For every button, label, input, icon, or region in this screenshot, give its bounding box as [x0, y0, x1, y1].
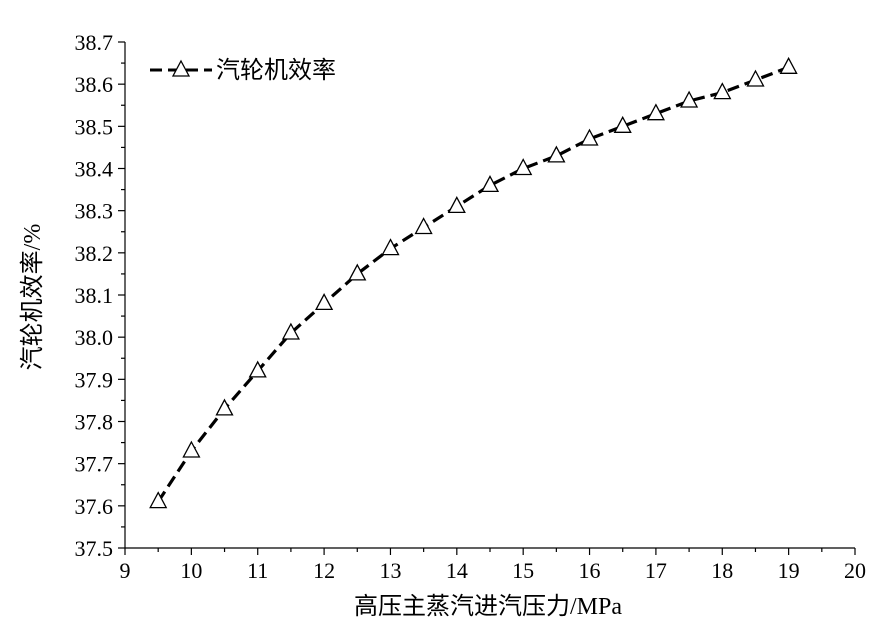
y-tick-label: 38.0: [75, 325, 114, 350]
data-point: [480, 175, 500, 193]
y-tick-label: 37.9: [75, 367, 114, 392]
data-point: [149, 491, 168, 509]
data-point: [514, 158, 533, 176]
y-axis-title: 汽轮机效率/%: [19, 224, 46, 371]
data-point: [248, 360, 267, 378]
x-tick-label: 15: [512, 558, 534, 583]
y-tick-label: 38.7: [75, 30, 114, 55]
x-tick-label: 18: [711, 558, 733, 583]
y-tick-label: 38.6: [75, 72, 114, 97]
y-tick-label: 38.2: [75, 241, 114, 266]
y-tick-label: 37.7: [75, 452, 114, 477]
data-point: [779, 56, 798, 74]
data-point: [547, 145, 566, 163]
legend-label: 汽轮机效率: [216, 57, 336, 84]
y-tick-label: 38.3: [75, 199, 114, 224]
y-tick-label: 38.4: [75, 157, 114, 182]
series-line: [156, 65, 790, 503]
y-tick-label: 38.5: [75, 114, 114, 139]
y-tick-label: 37.6: [75, 494, 114, 519]
x-tick-label: 17: [645, 558, 667, 583]
x-tick-label: 12: [313, 558, 335, 583]
y-tick-label: 38.1: [75, 283, 114, 308]
data-point: [348, 263, 367, 281]
data-point: [414, 217, 433, 235]
x-tick-label: 20: [844, 558, 866, 583]
legend-triangle-marker: [171, 59, 191, 77]
y-tick-label: 37.8: [75, 410, 114, 435]
y-tick-label: 37.5: [75, 536, 114, 561]
data-point: [215, 398, 234, 416]
data-point: [315, 293, 334, 311]
x-tick-label: 11: [247, 558, 268, 583]
data-point: [680, 90, 699, 108]
data-point: [580, 128, 599, 146]
x-tick-label: 10: [180, 558, 202, 583]
x-tick-label: 13: [379, 558, 401, 583]
series-layer: [149, 56, 798, 509]
x-tick-label: 14: [446, 558, 468, 583]
data-point: [713, 82, 732, 100]
x-axis-title: 高压主蒸汽进汽压力/MPa: [354, 593, 622, 620]
data-point: [447, 196, 466, 214]
legend: 汽轮机效率: [150, 57, 336, 84]
data-point: [182, 440, 201, 458]
data-point: [281, 322, 300, 340]
data-point: [381, 238, 400, 256]
data-point: [646, 103, 665, 121]
data-point: [746, 69, 765, 87]
data-point: [613, 115, 632, 133]
x-tick-label: 9: [120, 558, 131, 583]
axes: 9 10 11 12 13 14 15 16 17 18 19 20 37.5 37.6 37.7 37.8 3…: [75, 30, 867, 583]
x-tick-label: 19: [778, 558, 800, 583]
x-tick-label: 16: [579, 558, 601, 583]
